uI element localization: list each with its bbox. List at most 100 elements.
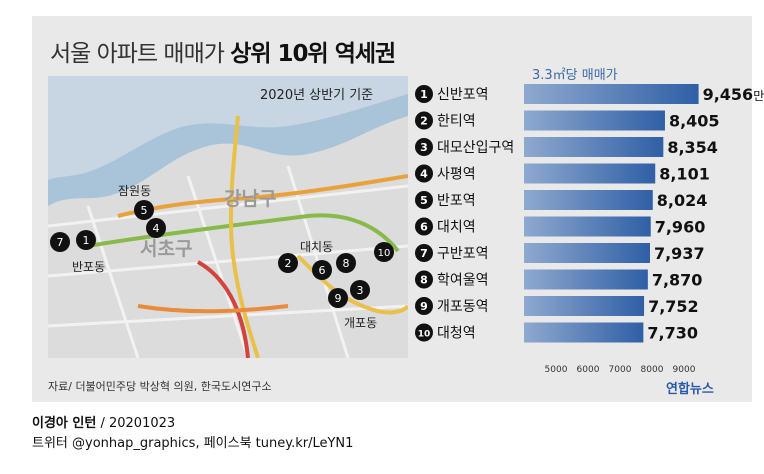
rank-badge bbox=[415, 217, 433, 236]
bar-row: 4 사평역 8,101 bbox=[415, 163, 710, 184]
value-label: 8,024 bbox=[657, 191, 708, 210]
rank-number: 6 bbox=[420, 221, 428, 234]
source-note: 자료/ 더불어민주당 박상혁 의원, 한국도시연구소 bbox=[48, 380, 272, 393]
bar bbox=[524, 84, 699, 104]
place-jamwon: 잠원동 bbox=[118, 184, 152, 198]
district-gangnam: 강남구 bbox=[224, 188, 277, 210]
map-graphic: 1 2 3 4 5 6 7 8 9 10 bbox=[48, 76, 408, 358]
category-label: 대모산입구역 bbox=[437, 140, 514, 156]
svg-text:4: 4 bbox=[153, 222, 160, 235]
rank-number: 1 bbox=[420, 88, 428, 101]
place-banpo: 반포동 bbox=[72, 260, 106, 274]
bar bbox=[524, 216, 651, 237]
credit-line: 이경아 인턴 / 20201023 bbox=[32, 412, 175, 431]
river-bank bbox=[48, 76, 408, 180]
svg-text:1: 1 bbox=[83, 234, 90, 247]
bar bbox=[524, 110, 665, 131]
rank-badge bbox=[415, 244, 433, 262]
rank-number: 5 bbox=[420, 194, 428, 207]
district-seocho: 서초구 bbox=[140, 238, 193, 260]
svg-text:7: 7 bbox=[57, 236, 64, 249]
bar-row: 2 한티역 8,405 bbox=[415, 110, 720, 131]
rank-number: 7 bbox=[420, 247, 428, 260]
rank-number: 8 bbox=[420, 274, 428, 287]
road-network bbox=[48, 165, 408, 358]
category-label: 반포역 bbox=[437, 193, 476, 209]
bar bbox=[524, 269, 648, 290]
bar-row: 7 구반포역 7,937 bbox=[415, 243, 705, 263]
rank-badge bbox=[415, 111, 433, 130]
category-label: 구반포역 bbox=[437, 246, 489, 262]
value-label: 9,456만원 bbox=[703, 85, 764, 104]
subway-line-3 bbox=[137, 304, 289, 314]
yonhap-logo: 연합뉴스 bbox=[666, 382, 714, 397]
rank-number: 9 bbox=[420, 300, 428, 313]
shinbundang-line bbox=[228, 115, 260, 358]
social-line: 트위터 @yonhap_graphics, 페이스북 tuney.kr/LeYN… bbox=[32, 436, 354, 451]
credit-name: 이경아 인턴 bbox=[32, 416, 97, 431]
x-tick-label: 8000 bbox=[641, 365, 664, 375]
value-label: 7,870 bbox=[652, 271, 703, 290]
svg-text:3: 3 bbox=[357, 284, 364, 297]
bar bbox=[524, 243, 650, 263]
rank-number: 4 bbox=[420, 168, 428, 181]
category-label: 대치역 bbox=[437, 220, 476, 236]
rank-badge bbox=[415, 191, 433, 209]
rank-number: 2 bbox=[420, 115, 428, 128]
rank-badge bbox=[415, 323, 433, 342]
bar-row: 1 신반포역 9,456만원 bbox=[415, 84, 764, 104]
rank-badge bbox=[415, 297, 433, 315]
value-label: 8,101 bbox=[659, 165, 710, 184]
bar-row: 9 개포동역 7,752 bbox=[415, 296, 699, 316]
rank-badge bbox=[415, 138, 433, 156]
bar-row: 10 대청역 7,730 bbox=[415, 322, 698, 343]
map-markers: 1 2 3 4 5 6 7 8 9 10 bbox=[50, 200, 394, 308]
title-light: 서울 아파트 매매가 bbox=[50, 41, 225, 67]
bar bbox=[524, 322, 644, 343]
x-tick-label: 6000 bbox=[577, 365, 600, 375]
place-gaepo: 개포동 bbox=[344, 316, 378, 330]
map-date-note: 2020년 상반기 기준 bbox=[260, 88, 374, 103]
rank-number: 3 bbox=[420, 141, 428, 154]
svg-text:8: 8 bbox=[343, 257, 350, 270]
shinbundang-line-red bbox=[197, 260, 250, 358]
category-label: 대청역 bbox=[437, 326, 476, 342]
value-label: 8,354 bbox=[667, 138, 718, 157]
rank-badge bbox=[415, 270, 433, 289]
category-label: 한티역 bbox=[437, 114, 476, 130]
svg-text:9: 9 bbox=[335, 292, 342, 305]
svg-text:10: 10 bbox=[378, 248, 391, 259]
subway-line-7 bbox=[87, 213, 400, 253]
svg-text:6: 6 bbox=[319, 264, 326, 277]
bar bbox=[524, 163, 656, 184]
bar bbox=[524, 137, 664, 157]
station-map: 1 2 3 4 5 6 7 8 9 10 2020년 상반기 기준 강남구 서초… bbox=[48, 76, 408, 358]
category-label: 사평역 bbox=[437, 167, 476, 183]
value-label: 7,937 bbox=[654, 244, 705, 263]
rank-badge bbox=[415, 164, 433, 183]
value-label: 8,405 bbox=[669, 112, 720, 131]
bar-row: 6 대치역 7,960 bbox=[415, 216, 706, 237]
title-bold: 상위 10위 역세권 bbox=[230, 41, 396, 67]
svg-text:2: 2 bbox=[285, 257, 292, 270]
x-tick-label: 5000 bbox=[545, 365, 568, 375]
bar-row: 3 대모산입구역 8,354 bbox=[415, 137, 718, 157]
value-label: 7,960 bbox=[655, 218, 706, 237]
subway-line-9 bbox=[117, 174, 408, 218]
value-label: 7,752 bbox=[648, 297, 699, 316]
bar-row: 5 반포역 8,024 bbox=[415, 190, 707, 210]
x-tick-label: 7000 bbox=[609, 365, 632, 375]
rank-number: 10 bbox=[418, 330, 431, 340]
value-label: 7,730 bbox=[647, 324, 698, 343]
page-title: 서울 아파트 매매가 상위 10위 역세권 bbox=[50, 34, 396, 68]
category-label: 개포동역 bbox=[437, 299, 489, 315]
place-daechi: 대치동 bbox=[300, 240, 334, 254]
bar-rows: 1 신반포역 9,456만원 2 한티역 8,405 3 대모산입구역 8,354 4 사평역 8,1… bbox=[415, 84, 764, 343]
svg-text:5: 5 bbox=[141, 204, 148, 217]
rank-badge bbox=[415, 85, 433, 103]
credit-date: / 20201023 bbox=[100, 416, 176, 431]
x-tick-label: 9000 bbox=[673, 365, 696, 375]
category-label: 신반포역 bbox=[437, 87, 489, 103]
x-axis-ticks: 5000 6000 7000 8000 9000 bbox=[545, 365, 696, 375]
